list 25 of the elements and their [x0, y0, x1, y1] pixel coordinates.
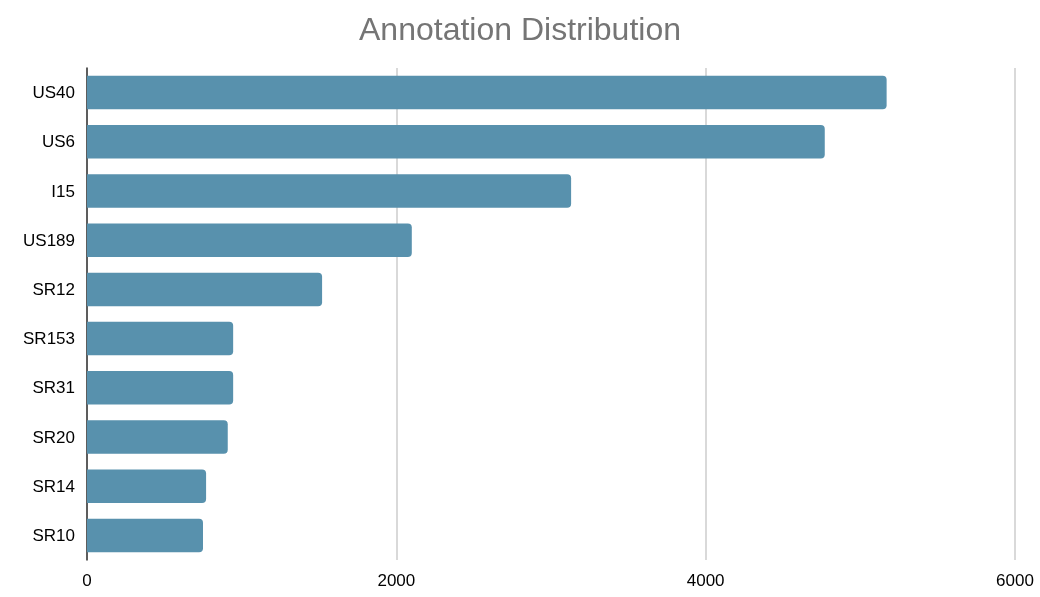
- bar: [87, 75, 887, 110]
- bar: [87, 321, 234, 356]
- bar: [87, 469, 207, 503]
- y-tick-label: SR10: [32, 525, 75, 545]
- y-tick-label: SR12: [32, 279, 75, 299]
- y-tick-label: I15: [51, 181, 75, 201]
- y-tick-label: SR20: [32, 427, 75, 447]
- y-tick-label: US189: [23, 230, 75, 250]
- x-tick-label: 2000: [377, 571, 416, 590]
- y-tick-label: US40: [32, 83, 75, 103]
- bar: [87, 174, 572, 208]
- bar: [87, 272, 323, 307]
- x-tick-label: 4000: [686, 571, 725, 590]
- bar: [87, 223, 412, 257]
- bar: [87, 125, 825, 159]
- y-tick-label: SR31: [32, 378, 75, 398]
- y-tick-label: SR14: [32, 476, 75, 496]
- bar: [87, 371, 234, 405]
- bar: [87, 420, 228, 454]
- y-tick-label: SR153: [23, 329, 75, 349]
- bar: [87, 518, 203, 553]
- chart-title: Annotation Distribution: [359, 11, 681, 47]
- y-tick-label: US6: [41, 132, 75, 152]
- x-tick-label: 6000: [996, 571, 1034, 590]
- x-tick-label: 0: [82, 571, 92, 590]
